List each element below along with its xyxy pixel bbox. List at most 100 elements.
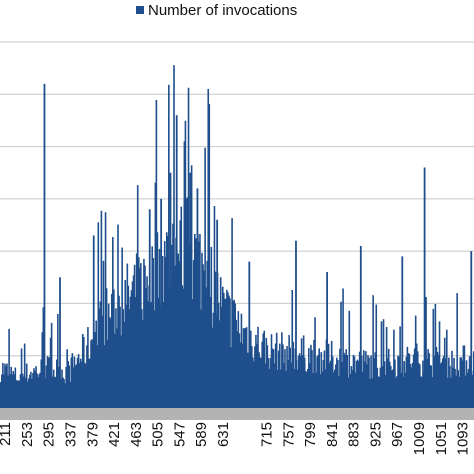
bar bbox=[461, 360, 464, 408]
bar bbox=[288, 335, 290, 408]
bar bbox=[265, 337, 268, 408]
bar bbox=[95, 320, 98, 408]
bar bbox=[152, 258, 155, 408]
bar bbox=[317, 354, 319, 408]
bar bbox=[208, 103, 211, 408]
bar bbox=[81, 333, 84, 408]
bar bbox=[19, 374, 22, 408]
bar bbox=[124, 279, 127, 408]
bar bbox=[471, 374, 474, 408]
legend-label: Number of invocations bbox=[148, 1, 298, 19]
chart-legend: Number of invocations bbox=[136, 0, 297, 20]
bar bbox=[439, 363, 442, 408]
bar bbox=[8, 328, 10, 408]
bar bbox=[46, 356, 49, 408]
bar bbox=[324, 369, 327, 408]
bar bbox=[245, 327, 248, 408]
bar bbox=[38, 374, 40, 408]
bar bbox=[142, 319, 144, 408]
bar bbox=[308, 348, 310, 408]
bar bbox=[466, 372, 469, 408]
bar bbox=[264, 363, 267, 408]
bar bbox=[201, 252, 203, 408]
bar-spike bbox=[92, 235, 95, 408]
bar bbox=[419, 364, 421, 408]
bar bbox=[436, 352, 439, 408]
bar bbox=[328, 363, 331, 408]
bar bbox=[281, 332, 283, 408]
bar bbox=[258, 352, 260, 408]
bar bbox=[29, 374, 31, 408]
bar bbox=[453, 357, 455, 408]
bar bbox=[425, 297, 427, 408]
bar bbox=[302, 335, 305, 408]
bar bbox=[347, 377, 350, 408]
bar bbox=[34, 370, 36, 408]
bar bbox=[246, 352, 249, 408]
bar bbox=[21, 373, 24, 408]
bar-spike bbox=[189, 172, 192, 408]
bar bbox=[126, 263, 129, 408]
bar bbox=[462, 345, 465, 408]
bar bbox=[186, 197, 189, 408]
bar bbox=[200, 309, 202, 408]
bar bbox=[299, 356, 302, 408]
bar bbox=[230, 347, 232, 408]
bar bbox=[333, 369, 336, 408]
bar bbox=[386, 358, 389, 408]
bar bbox=[381, 366, 384, 408]
bar bbox=[307, 369, 309, 408]
bar bbox=[259, 357, 261, 408]
bar bbox=[280, 369, 282, 408]
bar bbox=[70, 357, 73, 408]
bar bbox=[171, 244, 173, 408]
bar bbox=[99, 301, 102, 408]
bar bbox=[356, 359, 359, 408]
bar bbox=[437, 354, 440, 408]
bar bbox=[410, 367, 413, 408]
bar bbox=[283, 362, 285, 408]
bar bbox=[445, 329, 448, 408]
bar bbox=[354, 372, 357, 408]
bar bbox=[255, 334, 257, 408]
bar bbox=[289, 347, 291, 408]
bar bbox=[107, 303, 110, 408]
bar bbox=[135, 253, 138, 408]
bar bbox=[393, 329, 395, 408]
bar bbox=[44, 378, 47, 408]
bar bbox=[145, 288, 147, 408]
bar bbox=[300, 338, 303, 408]
bar bbox=[236, 331, 239, 408]
bar bbox=[320, 352, 323, 408]
bar bbox=[336, 357, 338, 408]
bar bbox=[6, 363, 8, 408]
bar bbox=[205, 287, 207, 408]
bar bbox=[178, 261, 180, 408]
bar bbox=[187, 87, 190, 409]
bar bbox=[5, 366, 7, 408]
bar bbox=[267, 357, 270, 408]
bar bbox=[161, 255, 164, 408]
bar bbox=[219, 277, 222, 408]
bar bbox=[191, 299, 194, 408]
bar bbox=[87, 327, 89, 408]
bar-spike bbox=[148, 209, 151, 408]
bar bbox=[261, 341, 263, 408]
bar bbox=[358, 351, 361, 408]
bar bbox=[155, 99, 158, 408]
bar bbox=[77, 354, 80, 408]
bar bbox=[463, 345, 466, 408]
bar bbox=[227, 292, 229, 408]
bar bbox=[76, 357, 79, 408]
bar bbox=[209, 296, 212, 408]
bar bbox=[293, 368, 296, 408]
bar bbox=[271, 348, 274, 408]
bar bbox=[460, 357, 463, 408]
bar bbox=[443, 337, 446, 408]
bar bbox=[273, 363, 276, 408]
bar bbox=[263, 330, 266, 408]
bar bbox=[351, 370, 354, 408]
bar bbox=[392, 369, 394, 408]
x-tick-label: 715 bbox=[259, 422, 276, 447]
bar bbox=[408, 353, 411, 408]
